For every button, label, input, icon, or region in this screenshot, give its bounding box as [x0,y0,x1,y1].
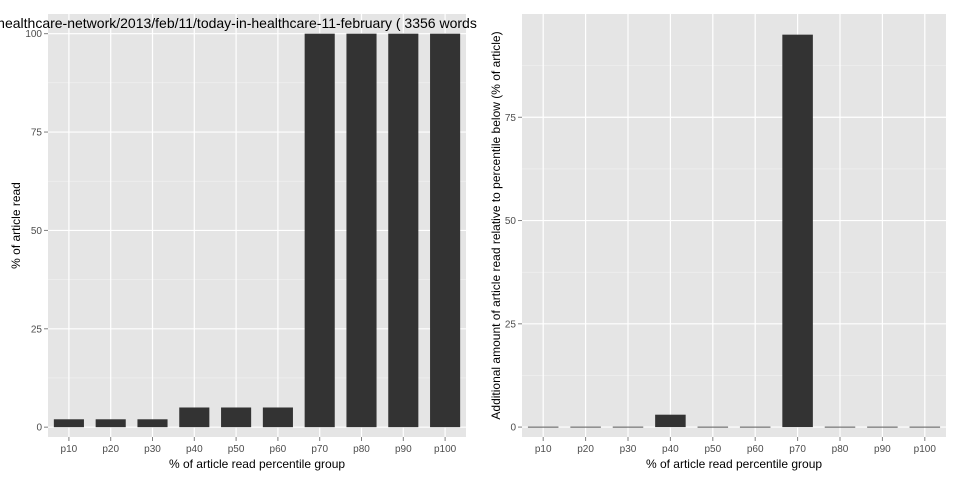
left-bar-p30 [137,419,168,428]
left-y-tick-label: 50 [31,226,43,237]
left-y-tick-label: 100 [25,29,42,40]
right-x-tick-label: p20 [577,444,594,455]
right-x-tick-label: p70 [789,444,806,455]
right-x-tick-label: p50 [704,444,721,455]
left-bar-p40 [179,407,210,428]
right-bar-p60 [739,426,771,428]
left-chart-title: healthcare-network/2013/feb/11/today-in-… [0,15,477,31]
left-bar-p50 [221,407,252,428]
right-x-tick-label: p80 [832,444,849,455]
left-bar-p70 [304,33,335,428]
left-x-tick-label: p40 [186,444,203,455]
left-x-tick-label: p20 [102,444,119,455]
left-bar-p80 [346,33,377,428]
left-y-tick-label: 75 [31,128,43,139]
left-bar-p60 [262,407,293,428]
right-bar-p30 [612,426,644,428]
right-bar-p40 [655,414,686,428]
left-x-tick-label: p80 [353,444,370,455]
left-bar-p20 [95,419,126,428]
left-bar-p90 [388,33,419,428]
left-bar-p10 [53,419,84,428]
right-bar-p80 [824,426,856,428]
right-x-tick-label: p100 [914,444,937,455]
right-bar-p90 [867,426,898,428]
right-y-tick-label: 75 [505,113,517,124]
left-x-tick-label: p10 [61,444,78,455]
right-x-tick-label: p90 [874,444,891,455]
right-bar-p70 [782,34,813,428]
right-y-axis-title: Additional amount of article read relati… [489,31,503,419]
right-bar-p100 [909,426,941,428]
chart-left: 0 25 50 75 100 p10 p20 p30 p40 p50 p60 p70 p80 p90 p10… [0,14,477,471]
left-y-axis-title: % of article read [9,182,23,269]
right-x-axis-title: % of article read percentile group [646,457,822,471]
right-x-tick-label: p30 [620,444,637,455]
right-y-tick-label: 0 [510,423,516,434]
right-x-tick-label: p40 [662,444,679,455]
right-panel-background [522,14,946,437]
chart-right: 0 25 50 75 p10 p20 p30 p40 p50 p60 p70 p80 p90 p100 % … [489,14,946,471]
right-bar-p10 [527,426,559,428]
right-bar-p20 [570,426,601,428]
right-y-tick-label: 50 [505,216,517,227]
right-bar-p50 [697,426,729,428]
left-x-tick-label: p60 [270,444,287,455]
left-x-tick-label: p90 [395,444,412,455]
right-x-tick-label: p60 [747,444,764,455]
right-x-tick-label: p10 [535,444,552,455]
left-y-tick-label: 25 [31,324,43,335]
left-x-tick-label: p70 [311,444,328,455]
left-x-tick-label: p100 [434,444,457,455]
left-x-axis-title: % of article read percentile group [169,457,345,471]
left-x-tick-label: p50 [228,444,245,455]
left-x-tick-label: p30 [144,444,161,455]
left-bar-p100 [430,33,461,428]
left-y-tick-label: 0 [36,423,42,434]
right-y-tick-label: 25 [505,319,517,330]
